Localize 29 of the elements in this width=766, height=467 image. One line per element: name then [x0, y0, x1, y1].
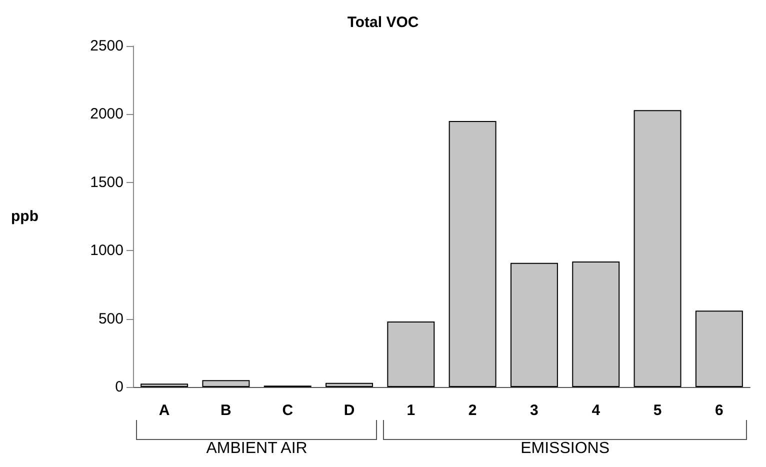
x-tick-label: 1 [406, 402, 416, 419]
bar [387, 322, 435, 387]
bar [510, 262, 558, 387]
x-tick-label: 3 [530, 402, 538, 419]
bar [326, 382, 374, 387]
bar [634, 110, 682, 387]
bar [202, 380, 250, 387]
x-tick-label: B [220, 402, 232, 419]
bar [695, 310, 743, 387]
x-tick-label: 6 [715, 402, 724, 419]
y-tick-label: 1000 [90, 242, 124, 260]
y-tick-label: 2000 [90, 106, 124, 123]
x-tick-label: C [282, 402, 294, 419]
x-tick-label: A [158, 402, 170, 419]
x-tick-label: 4 [592, 402, 601, 419]
x-tick-label: 5 [653, 402, 662, 419]
x-tick-label: 2 [468, 402, 477, 419]
y-tick-label: 2500 [90, 38, 124, 54]
chart-title: Total VOC [347, 14, 419, 31]
text: EMISSIONS [520, 440, 610, 458]
bar [448, 121, 496, 387]
y-tick-label: 0 [115, 378, 124, 396]
x-tick-label: D [344, 402, 355, 419]
y-tick-label: 1500 [90, 174, 124, 191]
bar [140, 384, 188, 387]
text: AMBIENT AIR [205, 440, 308, 458]
y-axis-title: ppb [10, 208, 38, 225]
bar [572, 262, 620, 387]
y-tick-label: 500 [98, 310, 124, 328]
